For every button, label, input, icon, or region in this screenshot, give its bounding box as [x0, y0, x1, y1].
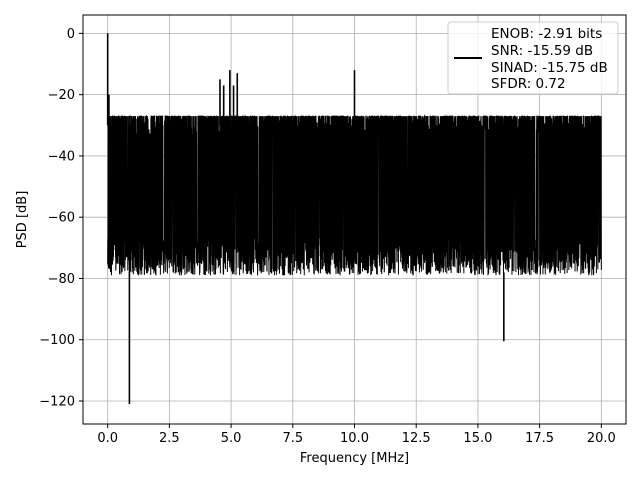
- legend-text-sinad: SINAD: -15.75 dB: [491, 60, 608, 76]
- legend-text-snr: SNR: -15.59 dB: [491, 43, 593, 59]
- psd-noise-floor-line: [107, 114, 602, 276]
- y-tick-label: −120: [39, 395, 75, 410]
- y-tick-label: −40: [48, 149, 75, 164]
- x-tick-label: 15.0: [463, 431, 492, 446]
- x-tick-label: 0.0: [97, 431, 118, 446]
- x-axis-label: Frequency [MHz]: [300, 451, 409, 466]
- x-tick-label: 7.5: [282, 431, 303, 446]
- y-axis-label: PSD [dB]: [15, 191, 30, 249]
- x-tick-label: 5.0: [221, 431, 242, 446]
- y-tick-label: −100: [39, 333, 75, 348]
- legend-text-sfdr: SFDR: 0.72: [491, 76, 566, 92]
- y-tick-label: −60: [48, 211, 75, 226]
- y-tick-label: −20: [48, 88, 75, 103]
- y-axis-ticks: 0 −20 −40 −60 −80 −100 −120: [39, 27, 83, 410]
- x-tick-label: 2.5: [159, 431, 180, 446]
- legend: ENOB: -2.91 bits SNR: -15.59 dB SINAD: -…: [447, 21, 619, 95]
- x-tick-label: 17.5: [525, 431, 554, 446]
- y-tick-label: −80: [48, 272, 75, 287]
- x-tick-label: 20.0: [587, 431, 616, 446]
- x-tick-label: 10.0: [340, 431, 369, 446]
- x-tick-label: 12.5: [402, 431, 431, 446]
- legend-box: [447, 21, 619, 95]
- legend-text-enob: ENOB: -2.91 bits: [491, 26, 602, 42]
- y-tick-label: 0: [67, 27, 75, 42]
- psd-trace: [106, 33, 602, 405]
- x-axis-ticks: 0.0 2.5 5.0 7.5 10.0 12.5 15.0 17.5 20.0: [97, 424, 616, 446]
